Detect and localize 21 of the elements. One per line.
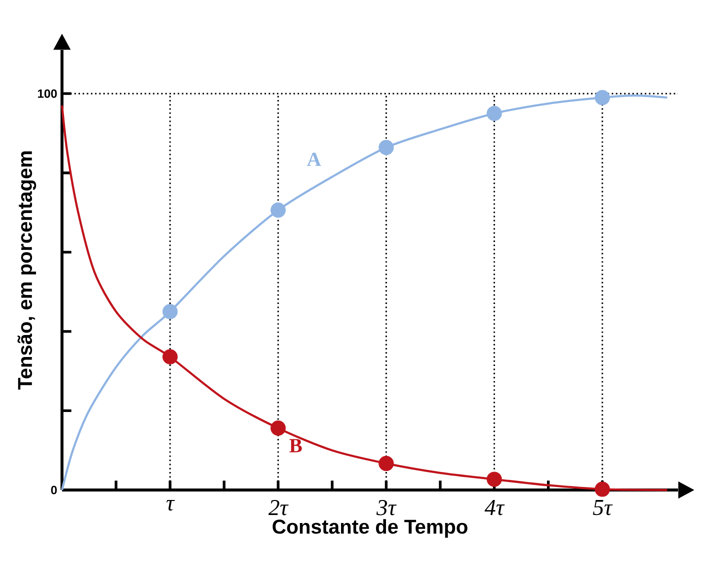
x-tick-label: 5τ [592,500,613,516]
series-label: A [306,152,322,166]
point [162,349,178,364]
point [378,140,394,156]
point [486,472,502,487]
point [270,202,286,218]
x-tick-label: 2τ [268,500,289,516]
series-label: B [289,439,302,452]
x-tick-label: τ [166,500,175,511]
y-axis-title: Tensão, em porcentagem [17,151,36,390]
x-axis-title: Constante de Tempo [272,519,468,538]
point [486,106,502,122]
point [594,482,610,497]
point [594,90,610,106]
point [162,304,178,320]
x-tick-label: 3τ [376,500,397,516]
point [270,420,286,436]
x-tick-label: 4τ [484,500,505,516]
y-tick-label: 0 [51,486,57,494]
y-tick-label: 100 [38,89,57,98]
point [378,456,394,472]
